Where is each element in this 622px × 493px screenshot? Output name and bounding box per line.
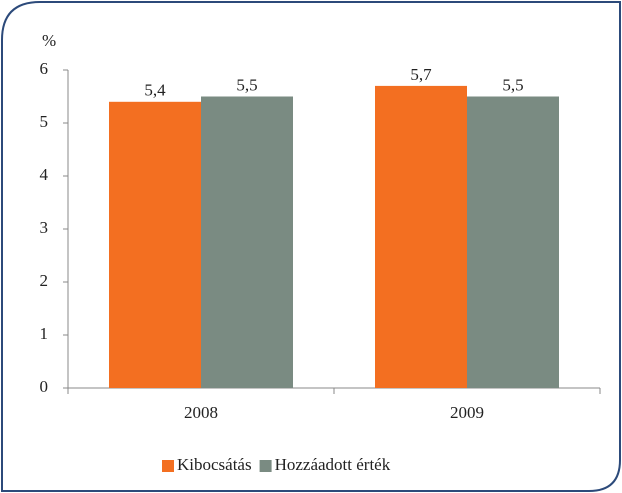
y-tick-label: 1 — [40, 324, 49, 343]
legend-label: Hozzáadott érték — [275, 455, 391, 474]
x-tick-label: 2009 — [450, 403, 484, 422]
y-tick-label: 6 — [40, 59, 49, 78]
y-tick-label: 0 — [40, 377, 49, 396]
x-tick-label: 2008 — [184, 403, 218, 422]
y-tick-label: 2 — [40, 271, 49, 290]
bar — [109, 101, 201, 389]
legend-swatch — [259, 460, 272, 472]
data-label: 5,5 — [502, 75, 523, 94]
data-label: 5,4 — [144, 81, 166, 100]
y-tick-label: 3 — [40, 218, 49, 237]
legend-label: Kibocsátás — [177, 455, 252, 474]
data-label: 5,7 — [410, 65, 432, 84]
y-tick-label: 5 — [40, 112, 49, 131]
bar — [375, 85, 467, 389]
y-axis-label: % — [42, 31, 56, 50]
bar — [201, 96, 293, 388]
y-tick-label: 4 — [40, 165, 49, 184]
data-label: 5,5 — [236, 75, 257, 94]
bar — [467, 96, 559, 388]
legend-swatch — [162, 460, 174, 472]
